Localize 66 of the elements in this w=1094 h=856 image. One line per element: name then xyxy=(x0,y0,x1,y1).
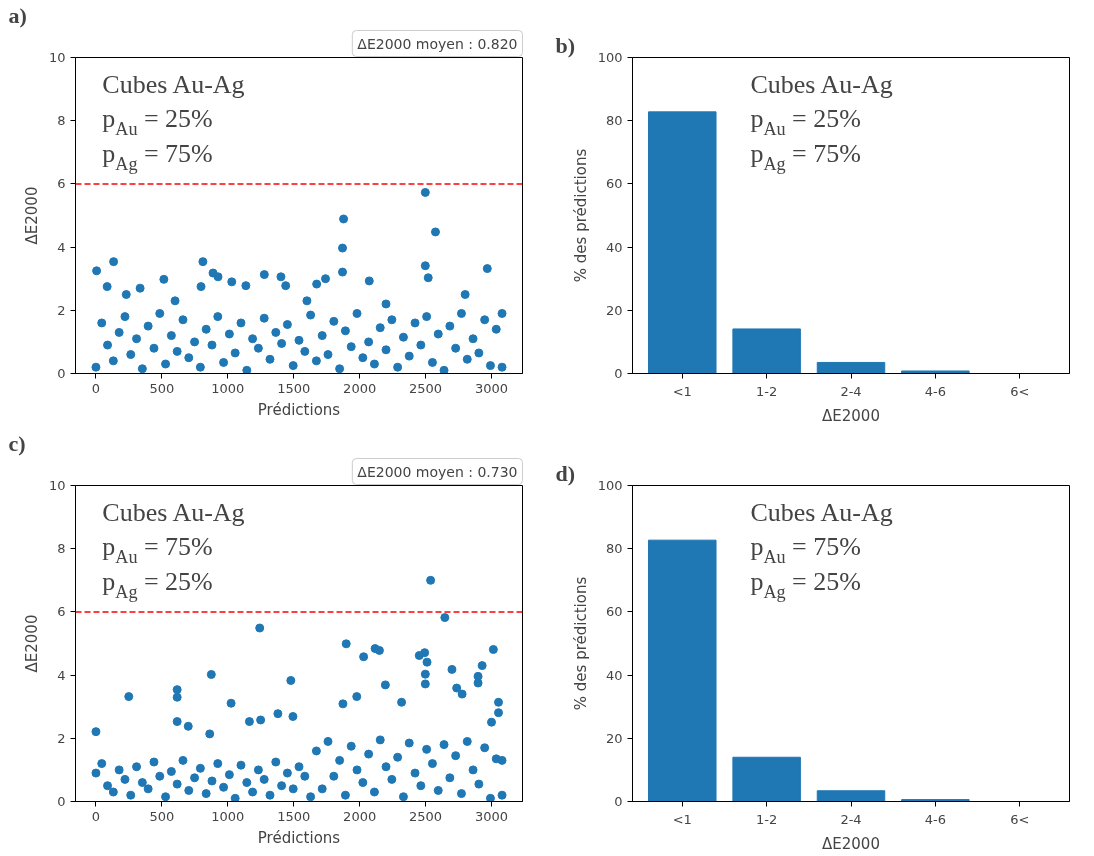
y-axis-title: ΔE2000 xyxy=(22,186,41,245)
x-tick-label: 2000 xyxy=(343,380,377,396)
y-tick-label: 10 xyxy=(48,50,66,65)
x-tick-label: 1000 xyxy=(211,380,245,396)
x-axis-title: Prédictions xyxy=(257,828,341,847)
y-tick-label: 6 xyxy=(57,176,66,192)
annotation: Cubes Au-Ag xyxy=(102,497,245,527)
x-tick-label: 1500 xyxy=(277,380,311,396)
y-tick-label: 4 xyxy=(57,239,66,255)
x-axis-title: Prédictions xyxy=(257,400,341,419)
x-tick-label: <1 xyxy=(672,383,692,399)
y-tick-label: 60 xyxy=(605,604,623,620)
text: d) xyxy=(555,460,576,486)
x-tick-label: 1-2 xyxy=(756,383,778,399)
x-tick-label: <1 xyxy=(672,811,692,827)
text: a) xyxy=(8,2,27,28)
annotation: Cubes Au-Ag xyxy=(750,69,893,99)
y-tick-label: 80 xyxy=(605,113,623,129)
x-tick-label: 1-2 xyxy=(756,811,778,827)
y-tick-label: 0 xyxy=(614,794,623,809)
y-tick-label: 20 xyxy=(605,730,623,746)
x-tick-label: 3000 xyxy=(474,808,509,824)
x-tick-label: 0 xyxy=(91,380,101,396)
x-tick-label: 1500 xyxy=(277,808,311,824)
x-tick-label: 4-6 xyxy=(924,811,946,827)
y-tick-label: 8 xyxy=(57,113,66,129)
y-tick-label: 20 xyxy=(605,302,623,318)
y-tick-label: 0 xyxy=(57,366,66,381)
x-tick-label: 1000 xyxy=(211,808,245,824)
x-axis-title: ΔE2000 xyxy=(822,406,880,425)
text: ΔE2000 moyen : 0.730 xyxy=(357,463,518,480)
y-tick-label: 4 xyxy=(57,667,66,683)
x-tick-label: 0 xyxy=(91,808,101,824)
y-tick-label: 40 xyxy=(605,239,623,255)
y-tick-label: 100 xyxy=(597,478,623,493)
annotation: Cubes Au-Ag xyxy=(750,497,893,527)
y-tick-label: 0 xyxy=(614,366,623,381)
x-tick-label: 2-4 xyxy=(840,383,862,399)
text: ΔE2000 moyen : 0.820 xyxy=(357,35,518,52)
x-tick-label: 2500 xyxy=(409,808,443,824)
text: c) xyxy=(8,430,26,456)
y-tick-label: 8 xyxy=(57,541,66,557)
y-tick-label: 2 xyxy=(57,730,66,746)
y-axis-title: % des prédictions xyxy=(571,576,590,711)
y-tick-label: 2 xyxy=(57,302,66,318)
y-tick-label: 40 xyxy=(605,667,623,683)
x-tick-label: 500 xyxy=(149,808,175,824)
x-tick-label: 6< xyxy=(1010,383,1030,399)
x-tick-label: 4-6 xyxy=(924,383,946,399)
y-axis-title: % des prédictions xyxy=(571,148,590,283)
x-tick-label: 500 xyxy=(149,380,175,396)
y-tick-label: 6 xyxy=(57,604,66,620)
x-tick-label: 2-4 xyxy=(840,811,862,827)
y-tick-label: 60 xyxy=(605,176,623,192)
y-tick-label: 0 xyxy=(57,794,66,809)
x-tick-label: 3000 xyxy=(474,380,509,396)
x-tick-label: 6< xyxy=(1010,811,1030,827)
x-tick-label: 2000 xyxy=(343,808,377,824)
text: b) xyxy=(555,32,576,58)
y-tick-label: 80 xyxy=(605,541,623,557)
x-axis-title: ΔE2000 xyxy=(822,834,880,853)
x-tick-label: 2500 xyxy=(409,380,443,396)
annotation: Cubes Au-Ag xyxy=(102,69,245,99)
y-tick-label: 10 xyxy=(48,478,66,493)
y-tick-label: 100 xyxy=(597,50,623,65)
y-axis-title: ΔE2000 xyxy=(22,614,41,673)
